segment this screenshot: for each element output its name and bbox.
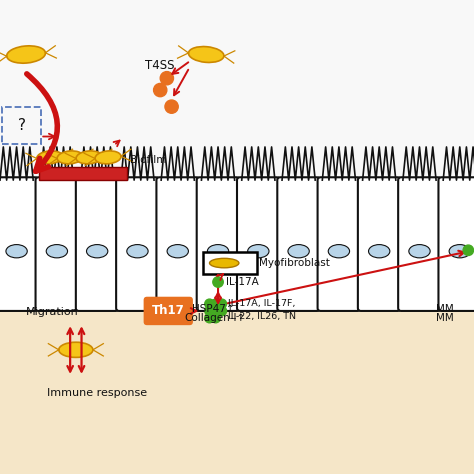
Ellipse shape xyxy=(288,245,309,258)
Bar xyxy=(0,308,474,474)
Text: Collagen-I↑: Collagen-I↑ xyxy=(185,313,246,323)
FancyBboxPatch shape xyxy=(156,177,199,311)
Ellipse shape xyxy=(210,258,239,268)
Text: HSP47↑: HSP47↑ xyxy=(192,304,235,314)
Text: Immune response: Immune response xyxy=(47,388,147,398)
Ellipse shape xyxy=(59,342,93,357)
Circle shape xyxy=(213,277,223,287)
FancyBboxPatch shape xyxy=(237,177,280,311)
Ellipse shape xyxy=(127,245,148,258)
FancyBboxPatch shape xyxy=(318,177,360,311)
Circle shape xyxy=(205,299,214,309)
FancyArrowPatch shape xyxy=(27,74,57,171)
FancyBboxPatch shape xyxy=(116,177,159,311)
Ellipse shape xyxy=(208,245,228,258)
Ellipse shape xyxy=(328,245,350,258)
Text: IL-17A: IL-17A xyxy=(226,277,259,287)
Ellipse shape xyxy=(76,151,102,164)
Circle shape xyxy=(154,83,167,97)
Text: IL-22, IL26, TN: IL-22, IL26, TN xyxy=(228,311,296,320)
Ellipse shape xyxy=(449,245,470,258)
Ellipse shape xyxy=(409,245,430,258)
FancyBboxPatch shape xyxy=(144,297,193,325)
Circle shape xyxy=(205,306,214,316)
Text: IL-17A, IL-17F,: IL-17A, IL-17F, xyxy=(228,299,296,308)
Circle shape xyxy=(160,72,173,85)
Circle shape xyxy=(165,100,178,113)
FancyBboxPatch shape xyxy=(438,177,474,311)
Ellipse shape xyxy=(86,245,108,258)
Text: Migration: Migration xyxy=(26,307,79,317)
Circle shape xyxy=(217,299,227,309)
FancyBboxPatch shape xyxy=(398,177,441,311)
Text: T4SS: T4SS xyxy=(145,59,174,72)
Circle shape xyxy=(463,245,474,255)
Ellipse shape xyxy=(189,46,224,63)
Text: ?: ? xyxy=(18,118,26,133)
Ellipse shape xyxy=(57,151,83,164)
Text: Myofibroblast: Myofibroblast xyxy=(259,258,330,268)
FancyBboxPatch shape xyxy=(203,252,257,274)
Circle shape xyxy=(205,313,214,323)
FancyBboxPatch shape xyxy=(76,177,118,311)
Ellipse shape xyxy=(369,245,390,258)
FancyBboxPatch shape xyxy=(197,177,239,311)
Ellipse shape xyxy=(95,151,121,164)
Text: MM: MM xyxy=(436,313,454,323)
Circle shape xyxy=(211,306,220,316)
FancyBboxPatch shape xyxy=(358,177,401,311)
Bar xyxy=(39,167,127,180)
Text: MM: MM xyxy=(436,304,454,314)
FancyBboxPatch shape xyxy=(36,177,78,311)
FancyBboxPatch shape xyxy=(0,177,38,311)
Ellipse shape xyxy=(37,151,63,164)
Ellipse shape xyxy=(46,245,68,258)
Circle shape xyxy=(217,306,227,316)
Text: Biofilm: Biofilm xyxy=(130,155,167,165)
FancyBboxPatch shape xyxy=(277,177,320,311)
Text: Th17: Th17 xyxy=(152,304,185,318)
Ellipse shape xyxy=(248,245,269,258)
Ellipse shape xyxy=(7,46,46,63)
Ellipse shape xyxy=(6,245,27,258)
Bar xyxy=(0,180,474,308)
Ellipse shape xyxy=(167,245,189,258)
Circle shape xyxy=(211,313,220,323)
Circle shape xyxy=(211,299,220,309)
Bar xyxy=(0,0,474,180)
